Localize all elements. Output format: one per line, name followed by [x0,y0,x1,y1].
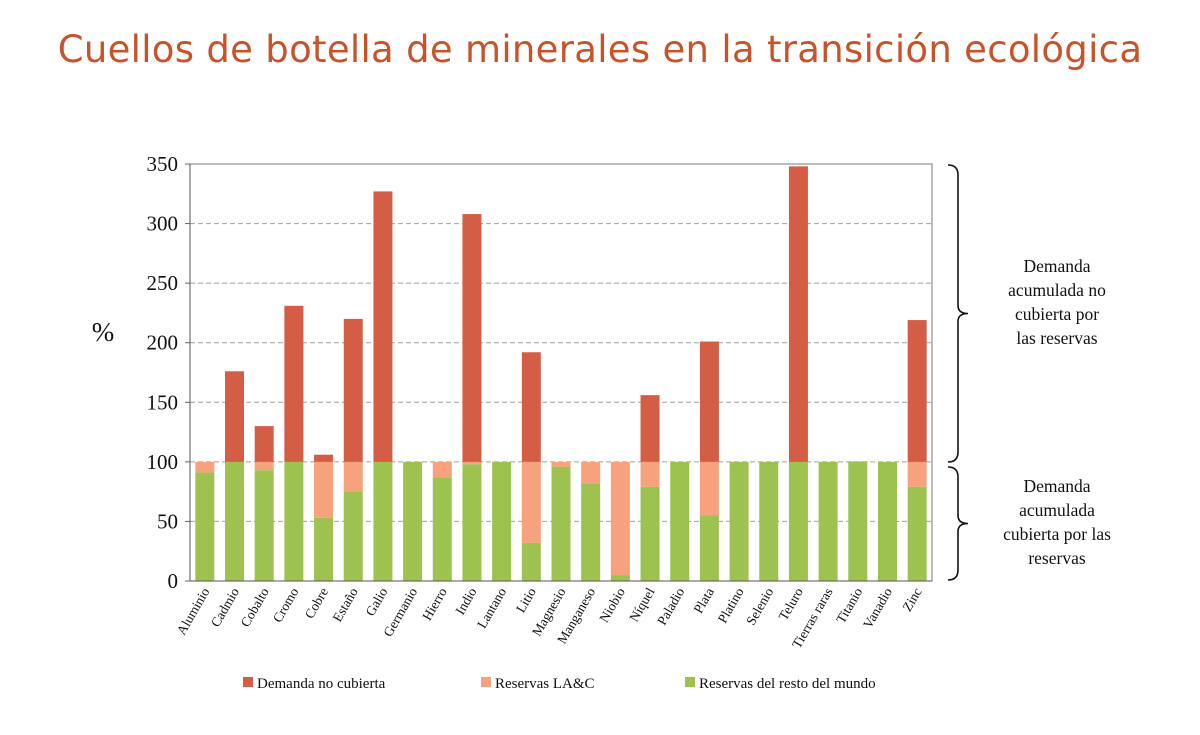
x-tick-label: Galio [363,585,391,619]
bar-segment [640,461,660,487]
bar-segment [373,191,393,462]
x-tick-label: Niobio [596,585,628,625]
bar-segment [284,305,304,462]
bar-segment [521,352,541,462]
bar-segment [343,318,363,462]
annotation-label: Demanda acumulada cubierta por las reservas [1003,476,1111,568]
x-tick-label: Cobalto [237,585,271,630]
brace-icon [947,466,969,581]
bar-segment [670,461,690,581]
bar-segment [729,461,749,581]
bar-segment [343,491,363,581]
x-tick-label: Cromo [270,585,302,625]
y-tick-label: 200 [147,331,179,355]
page-title: Cuellos de botella de minerales en la tr… [57,28,1143,71]
legend-label: Reservas LA&C [495,676,595,692]
x-tick-label: Vanadio [860,585,895,631]
bar-segment [907,486,927,581]
bar-segment [699,515,719,581]
brace-icon [947,164,969,463]
bar-segment [610,575,630,581]
bar-segment [818,461,838,581]
x-tick-label: Aluminio [174,585,213,638]
bar-segment [462,214,482,462]
y-axis-label: % [92,317,115,347]
legend-label: Demanda no cubierta [257,676,386,692]
x-tick-label: Paladio [654,585,687,628]
bar-segment [640,395,660,462]
bar-segment [699,341,719,462]
x-tick-label: Teluro [776,585,807,623]
bar-segment [610,461,630,576]
bar-segment [551,466,571,581]
bar-segment [195,472,215,581]
bar-segment [254,426,274,462]
x-tick-label: Plata [691,585,717,616]
bar-segment [581,483,601,581]
bar-segment [907,461,927,487]
y-tick-label: 350 [147,152,179,176]
x-tick-label: Titanio [833,585,865,626]
x-tick-label: Lantano [474,585,509,631]
bar-segment [551,461,571,467]
bar-segment [699,461,719,516]
bar-segment [907,320,927,462]
y-tick-label: 100 [147,450,179,474]
bar-segment [848,461,868,581]
legend-swatch [685,677,695,687]
legend-swatch [481,677,491,687]
bar-segment [373,461,393,581]
annotation-label: Demanda acumulada no cubierta por las reser… [1008,256,1106,348]
bar-segment [403,461,423,581]
bar-segment [314,461,334,518]
x-tick-label: Hierro [419,585,450,623]
legend-label: Reservas del resto del mundo [699,676,876,692]
bar-segment [254,461,274,471]
bar-segment [788,461,808,581]
bar-segment [432,461,452,478]
bar-segment [462,461,482,465]
bar-segment [225,461,245,581]
x-tick-label: Selenio [743,585,776,628]
bar-segment [521,461,541,543]
bar-segment [759,461,779,581]
bar-segment [521,542,541,581]
bar-segment [343,461,363,492]
bar-segment [877,461,897,581]
bar-segment [788,166,808,462]
x-tick-label: Litio [513,585,539,615]
legend-swatch [243,677,253,687]
y-tick-label: 300 [147,212,179,236]
bar-segment [492,461,512,581]
x-tick-label: Cobre [302,585,331,621]
y-tick-label: 0 [168,569,179,593]
x-tick-label: Indio [452,585,479,617]
x-tick-label: Estaño [329,585,360,625]
bar-segment [581,461,601,484]
x-tick-label: Níquel [626,585,657,625]
y-tick-label: 150 [147,390,179,414]
x-tick-label: Zinc [899,585,924,614]
y-tick-label: 250 [147,271,179,295]
bar-segment [848,461,868,462]
bar-segment [462,464,482,581]
bar-segment [314,454,334,462]
bar-segment [254,470,274,581]
bar-segment [284,461,304,581]
bar-segment [225,371,245,462]
x-tick-label: Platino [715,585,747,626]
bar-segment [432,477,452,581]
bar-segment [640,486,660,581]
y-tick-label: 50 [157,509,178,533]
bar-segment [195,461,215,473]
bar-segment [314,517,334,581]
